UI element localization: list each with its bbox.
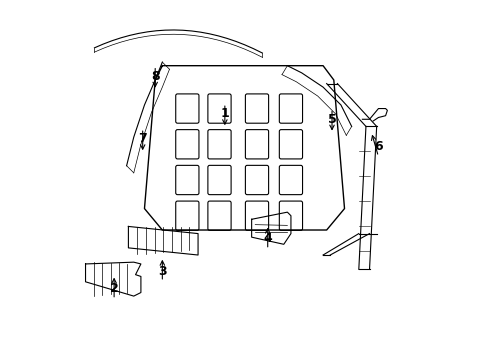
- Text: 7: 7: [138, 132, 147, 145]
- Text: 2: 2: [109, 283, 118, 296]
- Text: 3: 3: [158, 265, 166, 278]
- Text: 5: 5: [327, 113, 336, 126]
- Text: 6: 6: [373, 140, 382, 153]
- Text: 8: 8: [151, 70, 159, 83]
- Text: 1: 1: [220, 107, 229, 120]
- Text: 4: 4: [263, 233, 271, 246]
